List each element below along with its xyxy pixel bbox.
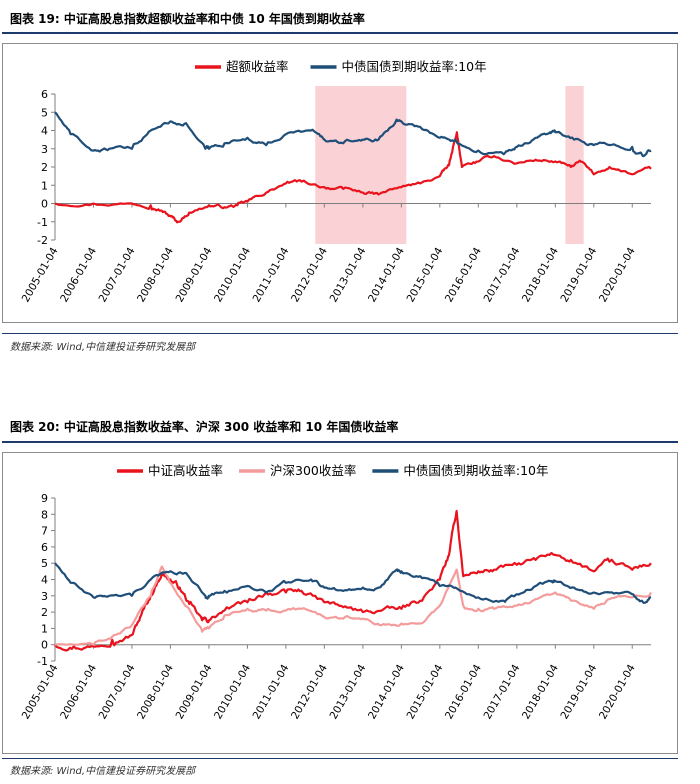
figure-19-source-rule: [2, 333, 678, 334]
legend-label-csi300: 沪深300收益率: [270, 463, 356, 478]
x-tick-label: 2010-01-04: [212, 662, 253, 721]
x-tick-label: 2007-01-04: [97, 662, 138, 721]
legend-label-cgb-10y: 中债国债到期收益率:10年: [342, 59, 487, 74]
x-tick-label: 2009-01-04: [174, 245, 215, 304]
shaded-region-1: [315, 86, 407, 244]
x-tick-label: 2014-01-04: [366, 245, 407, 304]
x-tick-label: 2006-01-04: [58, 662, 99, 721]
x-tick-label: 2005-01-04: [20, 245, 61, 304]
x-tick-label: 2020-01-04: [597, 245, 638, 304]
x-tick-label: 2017-01-04: [482, 245, 523, 304]
y-tick-label: 6: [41, 88, 48, 101]
series-line-excess-return: [54, 131, 652, 224]
y-tick-label: 3: [41, 590, 48, 603]
x-tick-label: 2013-01-04: [328, 662, 369, 721]
y-tick-label: 5: [41, 557, 48, 570]
y-tick-label: -1: [37, 655, 48, 668]
figure-19-title: 图表 19: 中证高股息指数超额收益率和中债 10 年国债到期收益率: [10, 12, 365, 26]
x-tick-label: 2020-01-04: [597, 662, 638, 721]
figure-20-title-rule: [2, 441, 678, 443]
y-tick-label: 0: [41, 639, 48, 652]
figure-20-source: 数据来源: Wind,中信建投证券研究发展部: [10, 766, 196, 777]
legend-label-cgb-10y: 中债国债到期收益率:10年: [403, 463, 548, 478]
y-tick-label: 8: [41, 508, 48, 521]
y-tick-label: -2: [37, 234, 48, 247]
y-tick-label: 9: [41, 492, 48, 505]
y-tick-label: 6: [41, 541, 48, 554]
y-tick-label: 1: [41, 622, 48, 635]
x-tick-label: 2013-01-04: [328, 245, 369, 304]
y-tick-label: 2: [41, 161, 48, 174]
x-tick-label: 2016-01-04: [443, 662, 484, 721]
y-tick-label: -1: [37, 216, 48, 229]
y-tick-label: 5: [41, 106, 48, 119]
y-tick-label: 3: [41, 143, 48, 156]
x-tick-label: 2017-01-04: [482, 662, 523, 721]
figure-20-chart: -1 0 1 2 3 4 5 6 7 8 9 2005-01-042006-01-042007-01-…: [20, 463, 652, 721]
figure-19-source: 数据来源: Wind,中信建投证券研究发展部: [10, 342, 196, 353]
figure-19-chart: -2 -1 0 1 2 3 4 5 6 2005-01-042006-01-042007-01-0…: [20, 59, 652, 304]
x-tick-label: 2010-01-04: [212, 245, 253, 304]
y-tick-label: 1: [41, 179, 48, 192]
x-tick-label: 2016-01-04: [443, 245, 484, 304]
x-tick-label: 2015-01-04: [405, 245, 446, 304]
y-tick-label: 7: [41, 525, 48, 538]
y-tick-label: 2: [41, 606, 48, 619]
x-tick-label: 2011-01-04: [251, 662, 292, 721]
x-tick-label: 2019-01-04: [558, 245, 599, 304]
x-tick-label: 2005-01-04: [20, 662, 61, 721]
x-tick-label: 2007-01-04: [97, 245, 138, 304]
x-tick-label: 2012-01-04: [289, 662, 330, 721]
x-tick-label: 2015-01-04: [405, 662, 446, 721]
x-tick-label: 2019-01-04: [558, 662, 599, 721]
x-tick-label: 2008-01-04: [135, 662, 176, 721]
y-tick-label: 4: [41, 125, 48, 138]
series-line-csi-high-dividend: [54, 509, 652, 652]
x-tick-label: 2018-01-04: [520, 662, 561, 721]
series-line-cgb-10y: [54, 111, 652, 158]
y-tick-label: 0: [41, 198, 48, 211]
series-line-csi300: [54, 565, 652, 646]
figure-20-chart-frame: -1 0 1 2 3 4 5 6 7 8 9 2005-01-04 2006-01-04 2007-01-…: [2, 452, 678, 754]
x-tick-label: 2008-01-04: [135, 245, 176, 304]
figure-19-chart-frame: -2 -1 0 1 2 3 4 5 6 2005-01-04 2006-01-04 2007-01-0…: [2, 43, 678, 323]
x-tick-label: 2006-01-04: [58, 245, 99, 304]
x-tick-label: 2014-01-04: [366, 662, 407, 721]
x-tick-label: 2009-01-04: [174, 662, 215, 721]
figure-20-source-rule: [2, 758, 678, 759]
legend-label-csi-high-dividend: 中证高收益率: [148, 463, 223, 478]
x-tick-label: 2011-01-04: [251, 245, 292, 304]
y-tick-label: 4: [41, 574, 48, 587]
x-tick-label: 2012-01-04: [289, 245, 330, 304]
x-tick-label: 2018-01-04: [520, 245, 561, 304]
legend-label-excess-return: 超额收益率: [226, 59, 289, 74]
figure-20-title: 图表 20: 中证高股息指数收益率、沪深 300 收益率和 10 年国债收益率: [10, 420, 399, 434]
figure-19-title-rule: [2, 32, 678, 34]
series-line-cgb-10y: [54, 562, 652, 604]
